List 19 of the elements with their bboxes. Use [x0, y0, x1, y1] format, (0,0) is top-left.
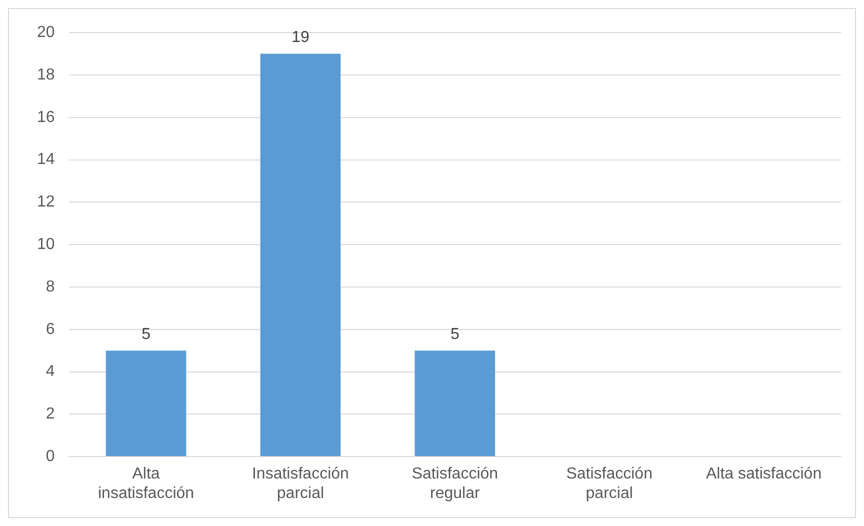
y-tick-label: 12	[37, 194, 55, 211]
y-tick-label: 10	[37, 236, 55, 254]
y-tick-label: 0	[46, 448, 55, 466]
y-tick-label: 16	[37, 108, 55, 126]
y-tick-label: 8	[46, 278, 55, 296]
y-tick-label: 14	[37, 151, 55, 168]
y-tick-label: 18	[37, 66, 55, 84]
y-tick-label: 20	[37, 24, 55, 42]
y-tick-label: 2	[46, 406, 55, 423]
data-label: 5	[450, 326, 460, 344]
x-tick-label: Satisfacción parcial	[566, 466, 652, 502]
x-tick-label: Insatisfacción parcial	[252, 466, 349, 502]
x-tick-label: Alta insatisfacción	[98, 466, 194, 502]
data-label: 5	[142, 326, 151, 344]
data-label: 19	[292, 29, 310, 46]
x-tick-label: Satisfacción regular	[412, 466, 498, 502]
x-tick-label: Alta satisfacción	[706, 466, 822, 483]
y-tick-label: 6	[46, 320, 55, 338]
y-tick-label: 4	[46, 363, 55, 380]
